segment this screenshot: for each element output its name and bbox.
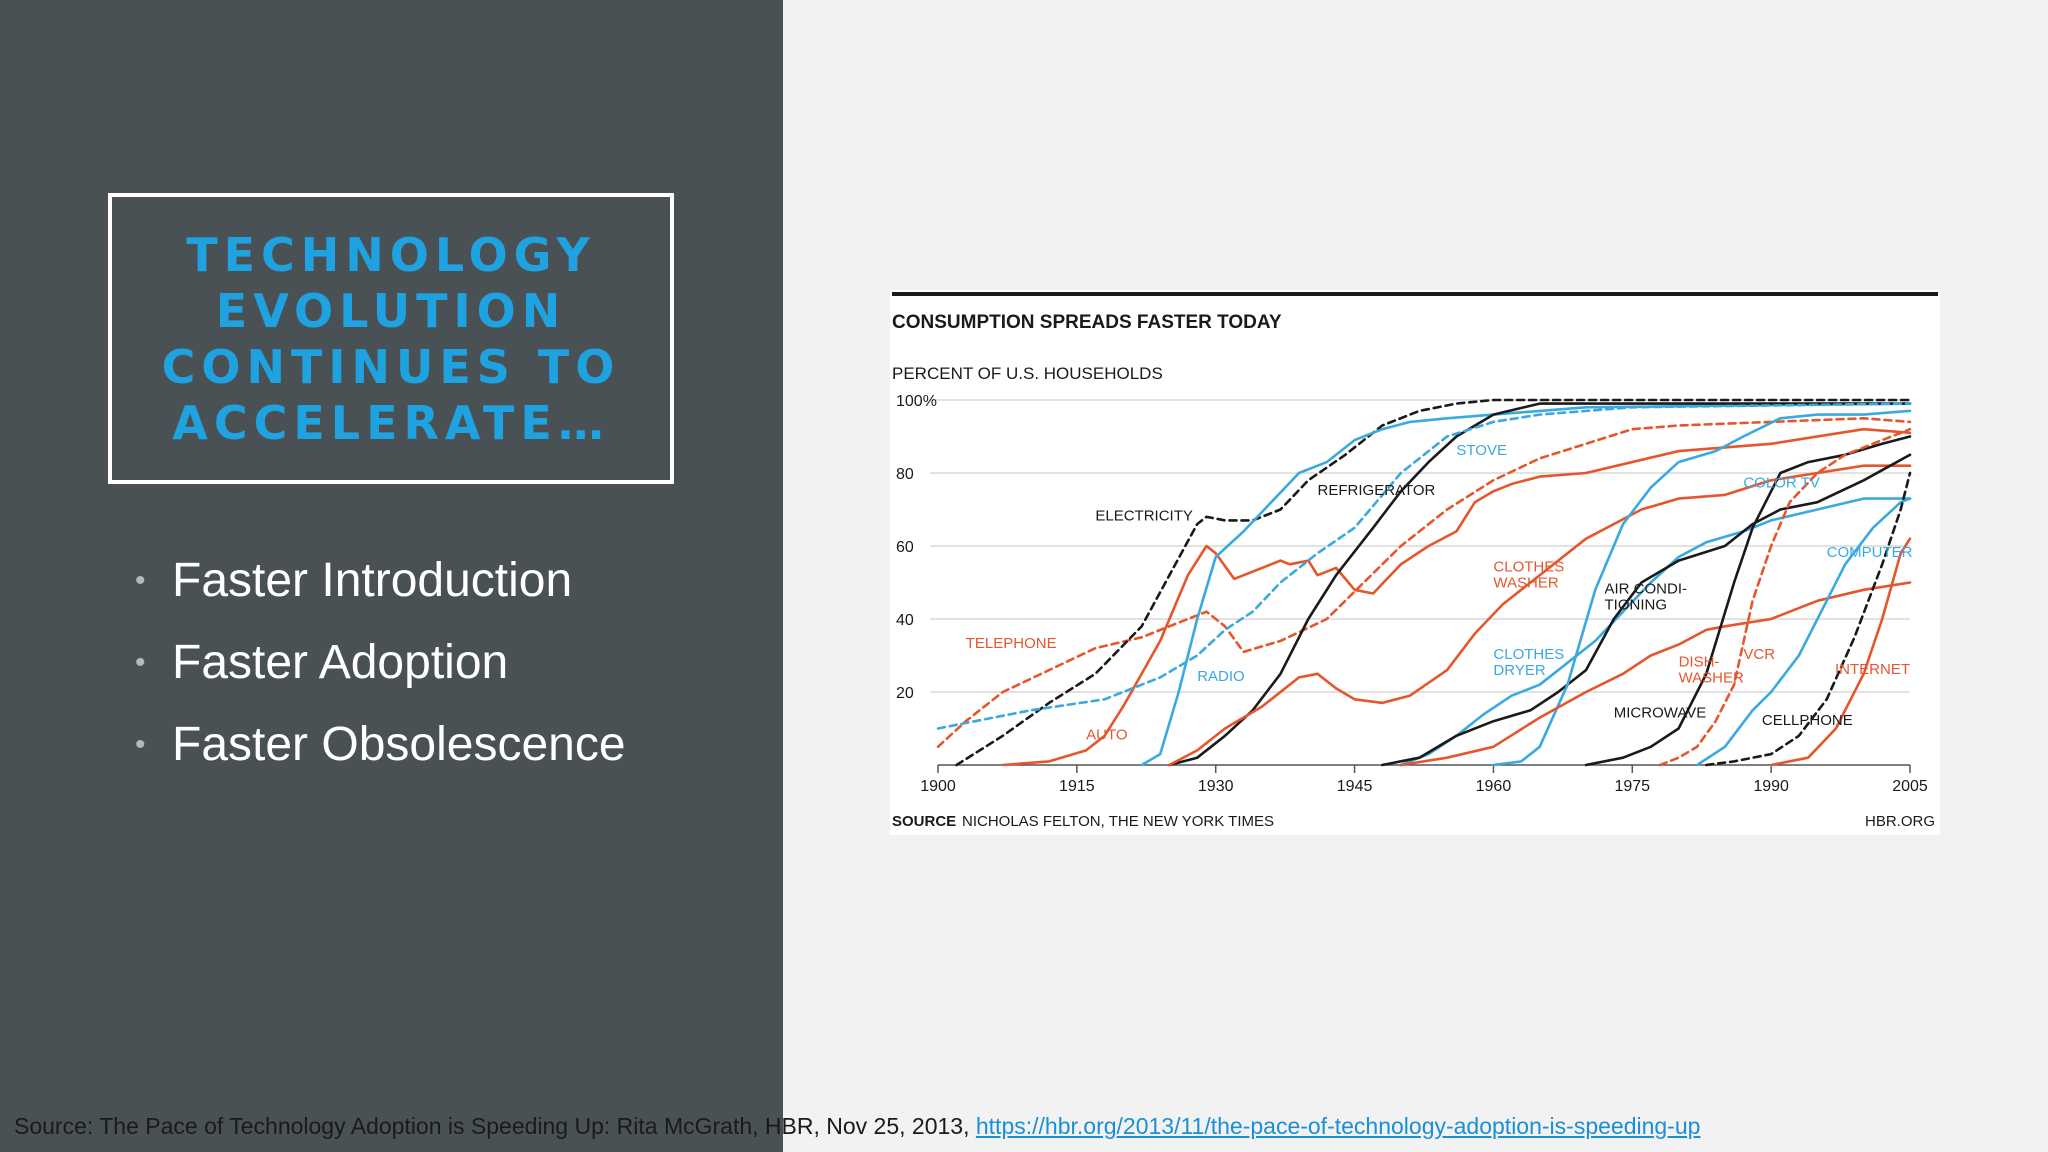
series-label: CELLPHONE: [1762, 712, 1853, 729]
series-label-line: CLOTHES: [1493, 646, 1564, 663]
series-line: [1658, 427, 1912, 767]
series-label-line: TIONING: [1605, 596, 1668, 613]
series-label: MICROWAVE: [1614, 705, 1707, 722]
series-label: REFRIGERATOR: [1318, 482, 1436, 499]
series-label: AIR CONDI-TIONING: [1605, 580, 1688, 613]
series-label: VCR: [1743, 646, 1775, 663]
series-label-line: AUTO: [1086, 726, 1127, 743]
chart: CONSUMPTION SPREADS FASTER TODAY PERCENT…: [892, 292, 1938, 830]
series-label-line: ELECTRICITY: [1095, 507, 1193, 524]
series-label-line: INTERNET: [1835, 661, 1910, 678]
series-line: [1705, 471, 1912, 767]
series-label: AUTO: [1086, 726, 1127, 743]
series-line: [1399, 581, 1912, 767]
series-label-line: REFRIGERATOR: [1318, 482, 1436, 499]
source-label: SOURCE: [892, 813, 956, 830]
series-label-line: DISH-: [1679, 653, 1720, 670]
series-label-line: COMPUTER: [1827, 544, 1913, 561]
y-axis-label: PERCENT OF U.S. HOUSEHOLDS: [892, 364, 1163, 383]
x-tick-label: 1975: [1614, 778, 1650, 795]
series-label-line: STOVE: [1456, 442, 1507, 459]
series-line: [1001, 427, 1912, 767]
series-line: [1695, 497, 1912, 767]
bullet-text: Faster Introduction: [172, 554, 573, 607]
source-text: NICHOLAS FELTON, THE NEW YORK TIMES: [962, 813, 1274, 830]
x-tick-label: 1900: [920, 778, 956, 795]
bullet-icon: •: [135, 728, 146, 761]
series-label: COMPUTER: [1827, 544, 1913, 561]
x-tick-label: 1930: [1198, 778, 1234, 795]
series-line: [1168, 402, 1912, 767]
series-line: [1140, 402, 1912, 767]
y-tick-label: 60: [896, 539, 914, 556]
series-label-line: WASHER: [1679, 669, 1744, 686]
bullet-text: Faster Obsolescence: [172, 718, 626, 771]
series-label: CLOTHES DRYER: [1493, 646, 1564, 679]
series-line: [1769, 537, 1912, 767]
source-link[interactable]: https://hbr.org/2013/11/the-pace-of-tech…: [975, 1113, 1701, 1139]
series-label: DISH-WASHER: [1679, 653, 1744, 686]
title-box: TECHNOLOGY EVOLUTION CONTINUES TO ACCELE…: [108, 193, 674, 484]
series-line: [936, 417, 1912, 749]
x-tick-label: 2005: [1892, 778, 1928, 795]
series-line: [936, 402, 1912, 730]
bullet-item: • Faster Adoption: [135, 622, 626, 704]
bullet-list: • Faster Introduction • Faster Adoption • F…: [135, 540, 626, 786]
series-label-line: AIR CONDI-: [1605, 580, 1688, 597]
series-label-line: RADIO: [1197, 668, 1245, 685]
y-tick-label: 100%: [896, 393, 937, 410]
series-label-line: TELEPHONE: [966, 635, 1057, 652]
x-tick-label: 1960: [1476, 778, 1512, 795]
left-panel: TECHNOLOGY EVOLUTION CONTINUES TO ACCELE…: [0, 0, 783, 1152]
series-line: [1399, 497, 1912, 767]
series-label-line: VCR: [1743, 646, 1775, 663]
series-label: INTERNET: [1835, 661, 1910, 678]
source-footer: Source: The Pace of Technology Adoption …: [14, 1113, 1700, 1140]
y-tick-label: 80: [896, 466, 914, 483]
slide-title: TECHNOLOGY EVOLUTION CONTINUES TO ACCELE…: [161, 227, 621, 450]
x-tick-label: 1990: [1753, 778, 1789, 795]
y-tick-label: 20: [896, 685, 914, 702]
bullet-icon: •: [135, 564, 146, 597]
series-label: TELEPHONE: [966, 635, 1057, 652]
series-label-line: DRYER: [1493, 662, 1545, 679]
series-label-line: CLOTHES: [1493, 559, 1564, 576]
chart-title: CONSUMPTION SPREADS FASTER TODAY: [892, 312, 1282, 333]
series-line: [1492, 409, 1912, 767]
bullet-item: • Faster Introduction: [135, 540, 626, 622]
y-tick-label: 40: [896, 612, 914, 629]
series-label: ELECTRICITY: [1095, 507, 1193, 524]
series-label-line: CELLPHONE: [1762, 712, 1853, 729]
source-prefix: Source: The Pace of Technology Adoption …: [14, 1113, 970, 1139]
series-line: [1381, 453, 1912, 767]
bullet-text: Faster Adoption: [172, 636, 509, 689]
x-tick-label: 1945: [1337, 778, 1373, 795]
series-label: CLOTHES WASHER: [1493, 559, 1564, 592]
series-label: COLOR TV: [1743, 475, 1819, 492]
bullet-item: • Faster Obsolescence: [135, 704, 626, 786]
series-line: [955, 398, 1912, 767]
series-line: [1168, 464, 1912, 767]
chart-card: CONSUMPTION SPREADS FASTER TODAY PERCENT…: [890, 290, 1940, 835]
series-label: STOVE: [1456, 442, 1507, 459]
x-tick-label: 1915: [1059, 778, 1095, 795]
series-label-line: COLOR TV: [1743, 475, 1819, 492]
series-label-line: MICROWAVE: [1614, 705, 1707, 722]
series-label: RADIO: [1197, 668, 1245, 685]
series-label-line: WASHER: [1493, 575, 1558, 592]
credit-text: HBR.ORG: [1865, 813, 1935, 830]
bullet-icon: •: [135, 646, 146, 679]
